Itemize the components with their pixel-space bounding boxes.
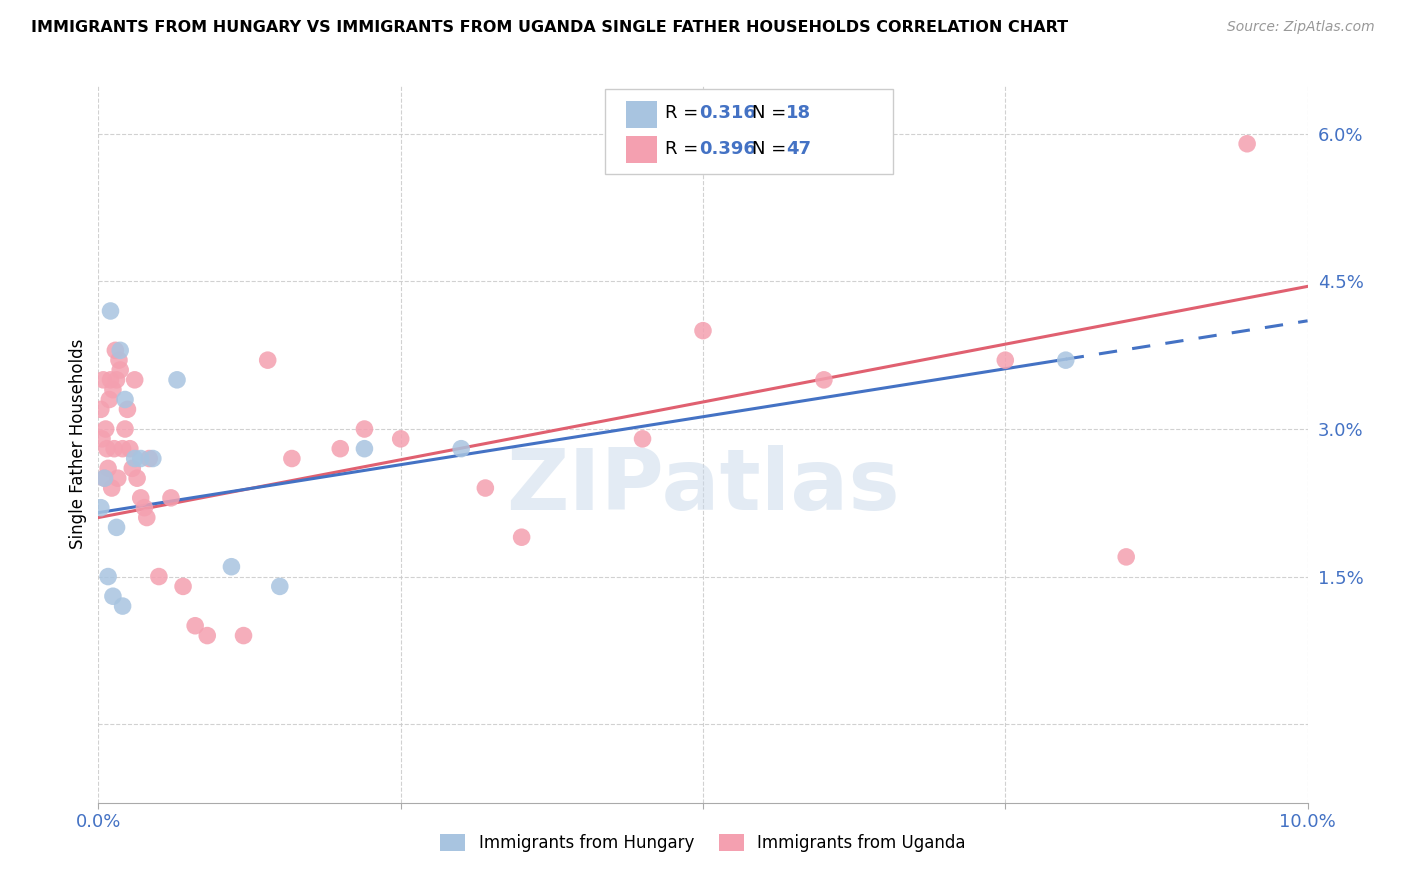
Point <box>138 451 160 466</box>
Point <box>221 559 243 574</box>
Point <box>269 579 291 593</box>
Text: 0.396: 0.396 <box>699 140 755 158</box>
Point <box>117 402 139 417</box>
Point <box>105 520 128 534</box>
Point <box>353 442 375 456</box>
Point <box>994 353 1017 368</box>
Point <box>329 442 352 456</box>
Point <box>103 442 125 456</box>
Point <box>111 599 134 613</box>
Point <box>474 481 496 495</box>
Point <box>148 569 170 583</box>
Point <box>1054 353 1077 368</box>
Point <box>166 373 188 387</box>
Text: N =: N = <box>752 140 792 158</box>
Point <box>129 451 152 466</box>
Point <box>114 392 136 407</box>
Text: 18: 18 <box>786 104 811 122</box>
Point <box>124 451 146 466</box>
Text: IMMIGRANTS FROM HUNGARY VS IMMIGRANTS FROM UGANDA SINGLE FATHER HOUSEHOLDS CORRE: IMMIGRANTS FROM HUNGARY VS IMMIGRANTS FR… <box>31 20 1069 35</box>
Point <box>813 373 835 387</box>
Point <box>631 432 654 446</box>
Point <box>134 500 156 515</box>
Point <box>101 589 124 603</box>
Point <box>353 422 375 436</box>
Point <box>93 471 115 485</box>
Point <box>1236 136 1258 151</box>
Point <box>108 353 131 368</box>
Point <box>195 629 218 643</box>
Point <box>107 471 129 485</box>
Y-axis label: Single Father Households: Single Father Households <box>69 339 87 549</box>
Point <box>100 304 122 318</box>
Point <box>97 461 120 475</box>
Point <box>118 442 141 456</box>
Text: R =: R = <box>665 104 704 122</box>
Point <box>97 569 120 583</box>
Point <box>93 471 115 485</box>
Point <box>98 392 121 407</box>
Point <box>160 491 183 505</box>
Point <box>389 432 412 446</box>
Point <box>281 451 304 466</box>
Point <box>114 422 136 436</box>
Point <box>124 373 146 387</box>
Point <box>100 481 122 495</box>
Text: 47: 47 <box>786 140 811 158</box>
Point <box>90 500 112 515</box>
Text: ZIPatlas: ZIPatlas <box>506 445 900 528</box>
Point <box>101 383 124 397</box>
Text: Source: ZipAtlas.com: Source: ZipAtlas.com <box>1227 20 1375 34</box>
Point <box>142 451 165 466</box>
Point <box>108 363 131 377</box>
Point <box>96 442 118 456</box>
Point <box>111 442 134 456</box>
Point <box>510 530 533 544</box>
Point <box>256 353 278 368</box>
Point <box>100 373 122 387</box>
Point <box>184 619 207 633</box>
Point <box>105 373 128 387</box>
Point <box>91 373 114 387</box>
Text: N =: N = <box>752 104 792 122</box>
Point <box>121 461 143 475</box>
Point <box>129 491 152 505</box>
Text: R =: R = <box>665 140 704 158</box>
Point <box>1115 549 1137 564</box>
Point <box>135 510 157 524</box>
Point <box>172 579 194 593</box>
Point <box>91 432 114 446</box>
Point <box>127 471 149 485</box>
Point <box>90 402 112 417</box>
Point <box>232 629 254 643</box>
Point <box>692 324 714 338</box>
Point <box>108 343 131 358</box>
Point <box>104 343 127 358</box>
Text: 0.316: 0.316 <box>699 104 755 122</box>
Point <box>94 422 117 436</box>
Point <box>450 442 472 456</box>
Legend: Immigrants from Hungary, Immigrants from Uganda: Immigrants from Hungary, Immigrants from… <box>433 828 973 859</box>
